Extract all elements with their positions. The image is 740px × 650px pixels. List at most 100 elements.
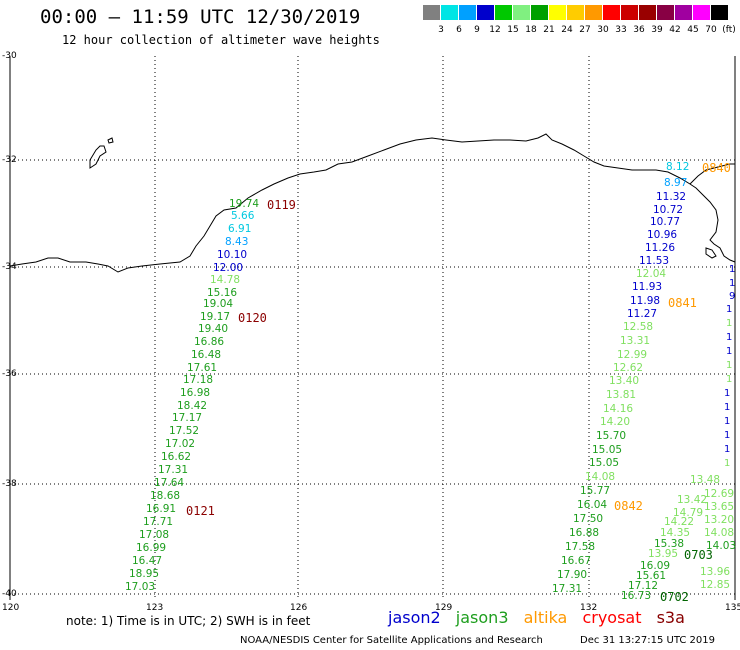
scale-label: 39 xyxy=(651,25,663,35)
lat-label: -40 xyxy=(2,589,17,599)
wave-height-value: 16.86 xyxy=(194,336,225,348)
lon-label: 120 xyxy=(2,603,20,613)
svg-text:9: 9 xyxy=(729,291,735,302)
scale-swatch xyxy=(603,5,621,20)
scale-label: 15 xyxy=(507,25,519,35)
wave-height-value: 15.05 xyxy=(589,457,620,469)
wave-height-value: 14.03 xyxy=(706,540,737,552)
scale-swatch xyxy=(711,5,729,20)
scale-swatch xyxy=(657,5,675,20)
pass-time-label: 0702 xyxy=(660,590,689,604)
wave-height-value: 13.65 xyxy=(704,501,735,513)
scale-swatch xyxy=(495,5,513,20)
scale-swatch xyxy=(639,5,657,20)
wave-height-value: 16.09 xyxy=(640,560,671,572)
wave-height-value: 14.78 xyxy=(210,274,241,286)
wave-height-value: 12.69 xyxy=(704,488,735,500)
legend-jason3: jason3 xyxy=(455,608,509,627)
wave-height-value: 19.40 xyxy=(198,323,229,335)
wave-height-value: 18.68 xyxy=(150,490,181,502)
scale-swatch xyxy=(675,5,693,20)
wave-height-value: 15.70 xyxy=(596,430,627,442)
svg-text:1: 1 xyxy=(726,360,732,371)
island-coastline xyxy=(89,137,114,169)
scale-swatch xyxy=(567,5,585,20)
scale-label: 70 xyxy=(705,25,717,35)
pass-time-label: 0120 xyxy=(238,311,267,325)
wave-height-value: 12.04 xyxy=(636,268,667,280)
wave-height-value: 11.27 xyxy=(627,308,658,320)
wave-height-value: 17.17 xyxy=(172,412,203,424)
svg-text:1: 1 xyxy=(726,346,732,357)
wave-height-value: 16.04 xyxy=(577,499,608,511)
wave-height-value: 17.31 xyxy=(552,583,583,595)
scale-label: 21 xyxy=(543,25,555,35)
lon-label: 126 xyxy=(290,603,308,613)
scale-swatch xyxy=(531,5,549,20)
legend-jason2: jason2 xyxy=(388,608,441,627)
lat-label: -30 xyxy=(2,51,17,61)
pass-time-label: 0703 xyxy=(684,548,713,562)
wave-height-value: 10.72 xyxy=(653,204,684,216)
wave-height-value: 14.08 xyxy=(704,527,735,539)
scale-label: 3 xyxy=(438,25,444,35)
wave-height-value: 19.17 xyxy=(200,311,231,323)
svg-text:1: 1 xyxy=(724,388,730,399)
lat-label: -38 xyxy=(2,479,17,489)
scale-label: 27 xyxy=(579,25,591,35)
wave-height-value: 17.03 xyxy=(125,581,156,593)
scale-label: 24 xyxy=(561,25,573,35)
wave-height-value: 17.64 xyxy=(154,477,185,489)
footer-source: NOAA/NESDIS Center for Satellite Applica… xyxy=(240,635,543,646)
wave-height-value: 15.16 xyxy=(207,287,238,299)
wave-height-value: 13.95 xyxy=(648,548,679,560)
map-title: 00:00 — 11:59 UTC 12/30/2019 xyxy=(40,6,361,28)
wave-height-value: 15.77 xyxy=(580,485,611,497)
lat-label: -36 xyxy=(2,369,17,379)
wave-height-value: 12.62 xyxy=(613,362,644,374)
wave-height-value: 15.05 xyxy=(592,444,623,456)
scale-swatch xyxy=(585,5,603,20)
pass-time-label: 0840 xyxy=(702,161,731,175)
wave-height-value: 14.22 xyxy=(664,516,695,528)
lon-label: 135 xyxy=(725,603,740,613)
svg-text:1: 1 xyxy=(726,318,732,329)
scale-swatch xyxy=(693,5,711,20)
lon-label: 123 xyxy=(146,603,164,613)
wave-height-value: 11.93 xyxy=(632,281,663,293)
wave-height-value: 11.26 xyxy=(645,242,676,254)
svg-text:1: 1 xyxy=(724,402,730,413)
scale-swatch xyxy=(621,5,639,20)
wave-height-value: 16.48 xyxy=(191,349,222,361)
wave-height-value: 16.91 xyxy=(146,503,177,515)
pass-time-label: 0121 xyxy=(186,504,215,518)
wave-height-value: 17.52 xyxy=(169,425,200,437)
svg-text:1: 1 xyxy=(729,278,735,289)
wave-height-value: 13.48 xyxy=(690,474,721,486)
wave-height-value: 16.73 xyxy=(621,590,652,602)
lat-label: -32 xyxy=(2,155,17,165)
satellite-legend: jason2 jason3 altika cryosat s3a xyxy=(388,608,695,627)
svg-text:1: 1 xyxy=(726,374,732,385)
wave-height-value: 12.99 xyxy=(617,349,648,361)
scale-swatch xyxy=(513,5,531,20)
wave-height-value: 16.62 xyxy=(161,451,192,463)
wave-height-value: 10.96 xyxy=(647,229,678,241)
wave-height-value: 13.81 xyxy=(606,389,637,401)
wave-height-value: 17.08 xyxy=(139,529,170,541)
scale-swatch xyxy=(441,5,459,20)
svg-text:1: 1 xyxy=(724,444,730,455)
scale-label: 33 xyxy=(615,25,627,35)
wave-height-value: 16.67 xyxy=(561,555,592,567)
wave-height-value: 8.43 xyxy=(225,236,249,248)
lon-label: 132 xyxy=(580,603,598,613)
wave-height-value: 17.71 xyxy=(143,516,174,528)
scale-label: 36 xyxy=(633,25,645,35)
legend-altika: altika xyxy=(523,608,568,627)
wave-height-value: 12.85 xyxy=(700,579,731,591)
kangaroo-island xyxy=(705,247,717,259)
wave-height-value: 15.38 xyxy=(654,538,685,550)
wave-height-value: 19.74 xyxy=(229,198,260,210)
scale-swatch xyxy=(549,5,567,20)
